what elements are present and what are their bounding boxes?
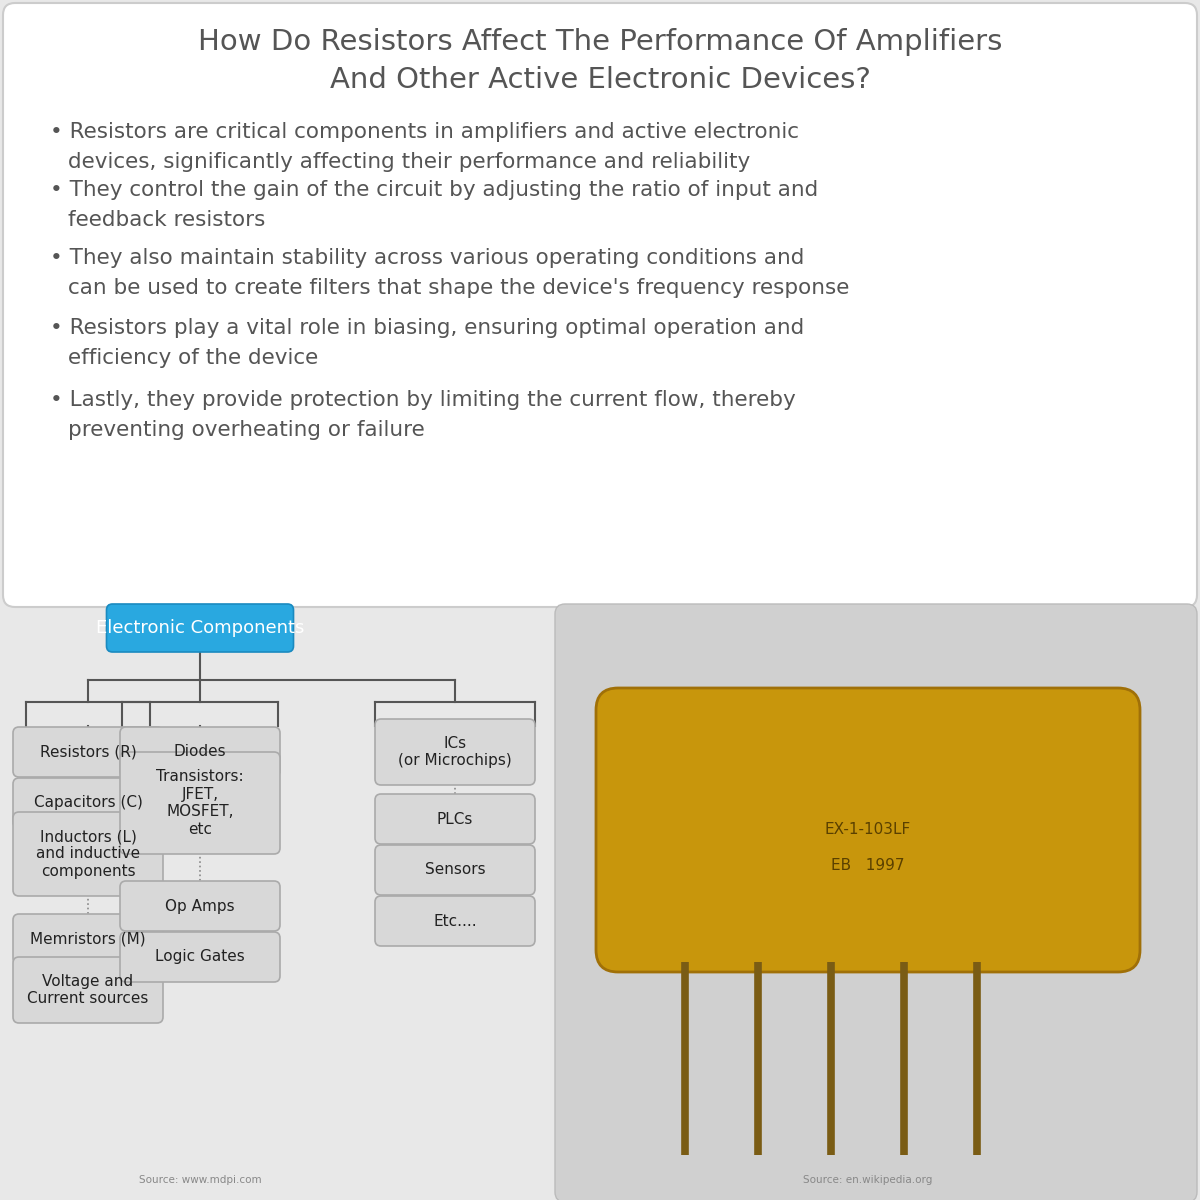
Polygon shape: [660, 928, 710, 946]
Text: Voltage and
Current sources: Voltage and Current sources: [28, 974, 149, 1006]
Text: EX-1-103LF: EX-1-103LF: [824, 822, 911, 838]
FancyBboxPatch shape: [120, 881, 280, 931]
Text: And Other Active Electronic Devices?: And Other Active Electronic Devices?: [330, 66, 870, 94]
Polygon shape: [733, 928, 784, 946]
Text: How Do Resistors Affect The Performance Of Amplifiers: How Do Resistors Affect The Performance …: [198, 28, 1002, 56]
FancyBboxPatch shape: [120, 727, 280, 778]
Text: Capacitors (C): Capacitors (C): [34, 796, 143, 810]
FancyBboxPatch shape: [107, 604, 294, 652]
Text: ICs
(or Microchips): ICs (or Microchips): [398, 736, 512, 768]
Polygon shape: [878, 928, 929, 946]
Text: PLCs: PLCs: [437, 811, 473, 827]
Text: • Resistors are critical components in amplifiers and active electronic: • Resistors are critical components in a…: [50, 122, 799, 142]
FancyBboxPatch shape: [120, 752, 280, 854]
Text: Logic Gates: Logic Gates: [155, 949, 245, 965]
Text: Transistors:
JFET,
MOSFET,
etc: Transistors: JFET, MOSFET, etc: [156, 769, 244, 836]
FancyBboxPatch shape: [596, 688, 1140, 972]
Text: devices, significantly affecting their performance and reliability: devices, significantly affecting their p…: [68, 152, 750, 172]
Text: Source: en.wikipedia.org: Source: en.wikipedia.org: [803, 1175, 932, 1186]
Text: EB   1997: EB 1997: [832, 858, 905, 872]
FancyBboxPatch shape: [374, 896, 535, 946]
Text: Source: www.mdpi.com: Source: www.mdpi.com: [139, 1175, 262, 1186]
FancyBboxPatch shape: [374, 719, 535, 785]
FancyBboxPatch shape: [13, 778, 163, 828]
FancyBboxPatch shape: [13, 812, 163, 896]
Polygon shape: [806, 928, 856, 946]
Text: efficiency of the device: efficiency of the device: [68, 348, 318, 368]
Text: • Lastly, they provide protection by limiting the current flow, thereby: • Lastly, they provide protection by lim…: [50, 390, 796, 410]
Text: Etc....: Etc....: [433, 913, 476, 929]
FancyBboxPatch shape: [554, 604, 1198, 1200]
Text: Sensors: Sensors: [425, 863, 485, 877]
FancyBboxPatch shape: [120, 932, 280, 982]
FancyBboxPatch shape: [2, 2, 1198, 607]
Text: • Resistors play a vital role in biasing, ensuring optimal operation and: • Resistors play a vital role in biasing…: [50, 318, 804, 338]
Polygon shape: [952, 928, 1002, 946]
FancyBboxPatch shape: [13, 727, 163, 778]
Text: Op Amps: Op Amps: [166, 899, 235, 913]
Text: Electronic Components: Electronic Components: [96, 619, 304, 637]
Text: • They control the gain of the circuit by adjusting the ratio of input and: • They control the gain of the circuit b…: [50, 180, 818, 200]
Text: Inductors (L)
and inductive
components: Inductors (L) and inductive components: [36, 829, 140, 878]
Text: Memristors (M): Memristors (M): [30, 931, 146, 947]
FancyBboxPatch shape: [374, 794, 535, 844]
FancyBboxPatch shape: [13, 958, 163, 1022]
Text: Resistors (R): Resistors (R): [40, 744, 137, 760]
Text: Diodes: Diodes: [174, 744, 227, 760]
Text: preventing overheating or failure: preventing overheating or failure: [68, 420, 425, 440]
Text: feedback resistors: feedback resistors: [68, 210, 265, 230]
FancyBboxPatch shape: [374, 845, 535, 895]
Text: • They also maintain stability across various operating conditions and: • They also maintain stability across va…: [50, 248, 804, 268]
Text: can be used to create filters that shape the device's frequency response: can be used to create filters that shape…: [68, 278, 850, 298]
FancyBboxPatch shape: [13, 914, 163, 964]
